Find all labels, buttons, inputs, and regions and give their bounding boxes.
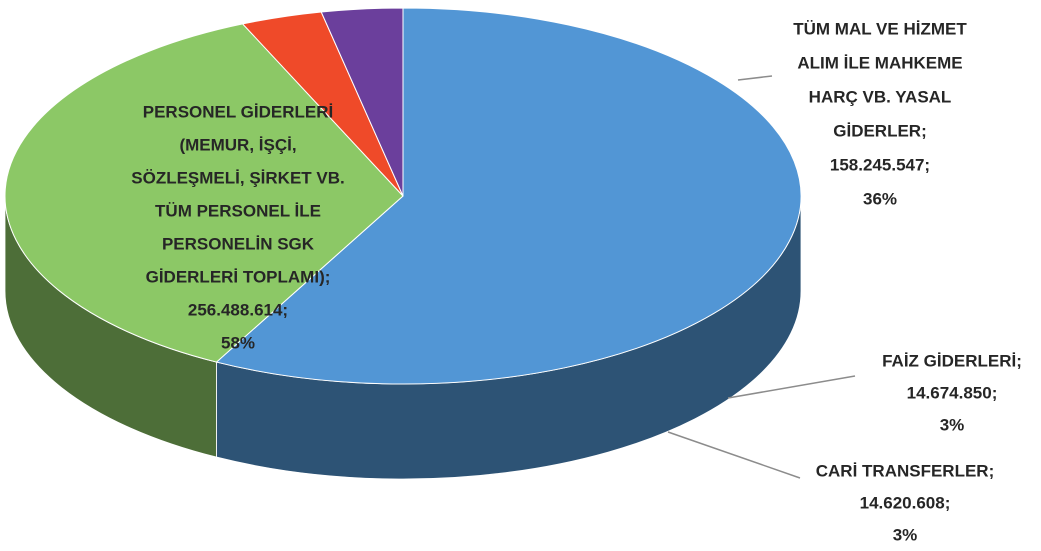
- value-label: 158.245.547;: [830, 155, 930, 174]
- data-labels: PERSONEL GİDERLERİ (MEMUR, İŞÇİ, SÖZLEŞMEL…: [131, 19, 1022, 544]
- pie-tops: [4, 7, 802, 385]
- value-label: 14.620.608;: [860, 493, 951, 512]
- slice-label: GİDERLERİ TOPLAMI);: [146, 267, 331, 286]
- percent-label: 3%: [940, 415, 965, 434]
- slice-label: ALIM İLE MAHKEME: [797, 53, 962, 72]
- slice: [320, 7, 404, 197]
- leader-line: [667, 431, 801, 479]
- slice: [215, 7, 802, 385]
- percent-label: 36%: [863, 189, 897, 208]
- percent-label: 3%: [893, 525, 918, 544]
- leader-line: [737, 75, 773, 81]
- slice-label: (MEMUR, İŞÇİ,: [179, 135, 296, 154]
- slice-label: FAİZ GİDERLERİ;: [882, 351, 1022, 370]
- slice-label: SÖZLEŞMELİ, ŞİRKET VB.: [131, 168, 344, 187]
- slice: [4, 23, 404, 363]
- value-label: 256.488.614;: [188, 300, 288, 319]
- slice-label: GİDERLER;: [833, 121, 927, 140]
- slice-label: HARÇ VB. YASAL: [809, 87, 952, 106]
- slice-label: PERSONELİN SGK: [162, 234, 315, 253]
- slice-label: CARİ TRANSFERLER;: [816, 461, 995, 480]
- slice-label: PERSONEL GİDERLERİ: [143, 102, 334, 121]
- leader-line: [727, 375, 856, 399]
- slice-label: TÜM MAL VE HİZMET: [793, 19, 967, 38]
- percent-label: 58%: [221, 333, 255, 352]
- leader-lines: [667, 75, 856, 479]
- slice-label: TÜM PERSONEL İLE: [155, 201, 321, 220]
- value-label: 14.674.850;: [907, 383, 998, 402]
